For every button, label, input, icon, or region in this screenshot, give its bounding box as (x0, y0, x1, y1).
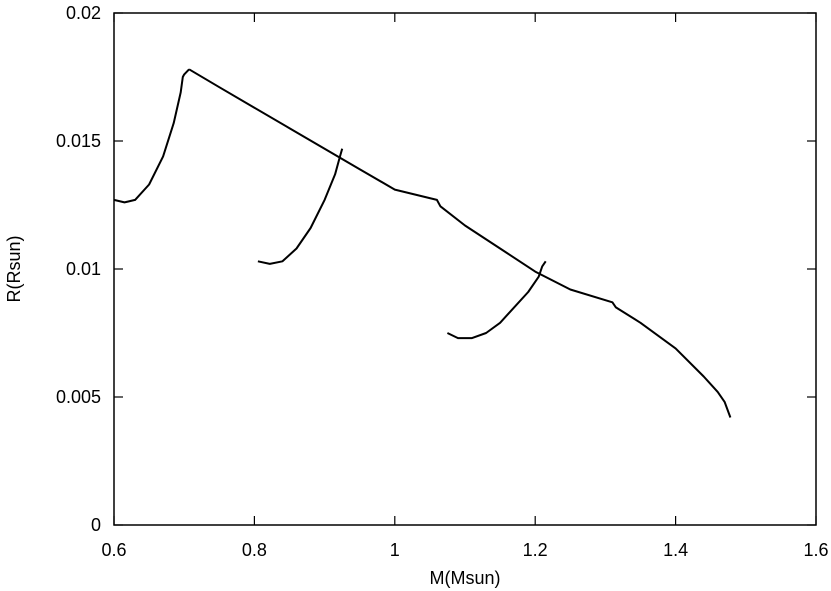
series-line-1 (188, 68, 732, 418)
x-tick-label: 1.6 (803, 540, 828, 560)
tick-labels: 0.6 0.8 1 1.2 1.4 1.6 0 0.005 0.01 0.015 0.02 (56, 3, 829, 560)
x-tick-label: 1 (390, 540, 400, 560)
y-tick-label: 0.005 (56, 387, 101, 407)
x-tick-label: 1.2 (523, 540, 548, 560)
x-tick-label: 0.6 (101, 540, 126, 560)
series-line-4 (446, 260, 547, 340)
x-tick-label: 0.8 (242, 540, 267, 560)
y-tick-label: 0.02 (66, 3, 101, 23)
y-axis-label: R(Rsun) (4, 235, 24, 302)
x-tick-label: 1.4 (663, 540, 688, 560)
series-lines (113, 68, 732, 418)
y-tick-label: 0.01 (66, 259, 101, 279)
x-axis-label: M(Msun) (430, 568, 501, 588)
y-tick-label: 0.015 (56, 131, 101, 151)
series-line-3 (257, 148, 344, 265)
series-line-2 (113, 68, 190, 204)
axis-ticks (113, 12, 817, 526)
plot-frame (113, 12, 817, 526)
y-tick-label: 0 (91, 515, 101, 535)
